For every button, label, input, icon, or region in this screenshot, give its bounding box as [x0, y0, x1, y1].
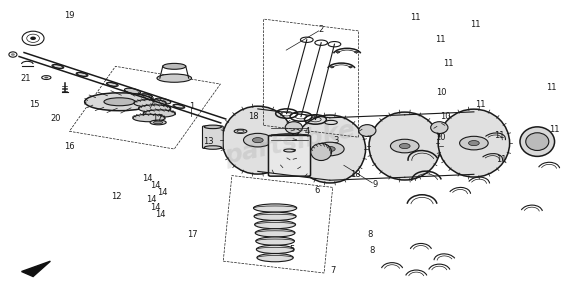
Text: 11: 11 [435, 35, 446, 44]
Ellipse shape [390, 139, 419, 153]
Text: 18: 18 [350, 170, 361, 179]
Text: 15: 15 [30, 100, 40, 109]
Text: 21: 21 [20, 74, 31, 83]
Ellipse shape [157, 74, 192, 82]
Ellipse shape [155, 98, 171, 104]
Ellipse shape [257, 254, 293, 262]
Text: 14: 14 [146, 195, 156, 204]
Text: 17: 17 [188, 230, 198, 239]
Ellipse shape [520, 127, 555, 156]
Ellipse shape [124, 88, 141, 94]
Text: 14: 14 [157, 188, 168, 197]
Text: 18: 18 [248, 112, 259, 121]
Ellipse shape [285, 122, 302, 134]
Ellipse shape [150, 120, 166, 125]
Text: 12: 12 [111, 192, 122, 201]
Text: 4: 4 [304, 127, 309, 136]
Ellipse shape [354, 52, 358, 53]
Text: 9: 9 [372, 180, 378, 189]
Ellipse shape [358, 125, 376, 136]
Ellipse shape [431, 122, 448, 134]
Ellipse shape [204, 125, 222, 129]
Ellipse shape [52, 64, 64, 69]
Ellipse shape [153, 121, 163, 124]
Text: 14: 14 [151, 181, 161, 190]
Text: 11: 11 [410, 13, 420, 22]
Text: 6: 6 [314, 186, 320, 195]
Text: 11: 11 [443, 59, 453, 68]
Ellipse shape [369, 112, 441, 180]
Text: 20: 20 [51, 114, 61, 122]
Ellipse shape [255, 221, 295, 229]
Ellipse shape [316, 142, 344, 156]
Ellipse shape [11, 53, 15, 56]
Text: 10: 10 [440, 112, 450, 121]
Ellipse shape [85, 93, 155, 111]
Text: 1: 1 [189, 102, 194, 111]
Ellipse shape [134, 100, 166, 107]
Ellipse shape [400, 144, 410, 149]
Ellipse shape [104, 98, 135, 106]
Text: 11: 11 [549, 125, 560, 134]
FancyBboxPatch shape [269, 135, 310, 176]
Ellipse shape [141, 94, 152, 98]
Text: 5: 5 [290, 245, 295, 254]
Ellipse shape [336, 52, 340, 53]
Ellipse shape [254, 204, 296, 212]
Ellipse shape [294, 115, 365, 183]
Ellipse shape [45, 77, 49, 78]
Ellipse shape [349, 66, 352, 68]
Ellipse shape [252, 138, 263, 143]
Text: 14: 14 [151, 203, 161, 212]
Ellipse shape [324, 146, 335, 152]
Text: 14: 14 [142, 174, 153, 183]
FancyBboxPatch shape [203, 126, 223, 148]
Ellipse shape [256, 245, 294, 254]
Ellipse shape [255, 229, 295, 237]
Text: 7: 7 [330, 266, 335, 274]
Text: 11: 11 [475, 100, 486, 109]
Ellipse shape [244, 133, 272, 147]
Text: 17: 17 [152, 114, 162, 123]
Ellipse shape [173, 104, 185, 108]
Text: 11: 11 [494, 131, 505, 140]
Ellipse shape [254, 212, 296, 221]
Ellipse shape [311, 143, 332, 161]
Ellipse shape [526, 133, 549, 150]
Text: 14: 14 [155, 210, 165, 219]
Ellipse shape [133, 114, 165, 122]
Text: 2: 2 [318, 25, 324, 34]
Ellipse shape [222, 106, 294, 174]
Ellipse shape [204, 146, 222, 149]
Text: partsibke: partsibke [222, 117, 357, 169]
Ellipse shape [256, 237, 294, 245]
Text: 11: 11 [496, 155, 507, 164]
Text: 19: 19 [64, 11, 75, 20]
Text: 10: 10 [435, 133, 446, 142]
Polygon shape [21, 261, 50, 277]
Ellipse shape [143, 110, 175, 117]
Ellipse shape [76, 72, 88, 77]
Text: 11: 11 [470, 20, 481, 29]
Ellipse shape [138, 105, 171, 112]
Text: 8: 8 [369, 246, 375, 255]
Text: 10: 10 [436, 89, 446, 97]
Ellipse shape [438, 109, 510, 177]
Text: 16: 16 [64, 142, 75, 150]
Ellipse shape [107, 83, 118, 86]
Ellipse shape [460, 136, 488, 150]
Text: 11: 11 [547, 83, 557, 91]
Ellipse shape [331, 66, 334, 68]
Ellipse shape [468, 141, 479, 146]
Text: 3: 3 [333, 136, 338, 145]
Ellipse shape [30, 37, 36, 40]
Text: 8: 8 [368, 230, 373, 239]
Ellipse shape [163, 63, 186, 69]
Text: 13: 13 [203, 137, 214, 146]
